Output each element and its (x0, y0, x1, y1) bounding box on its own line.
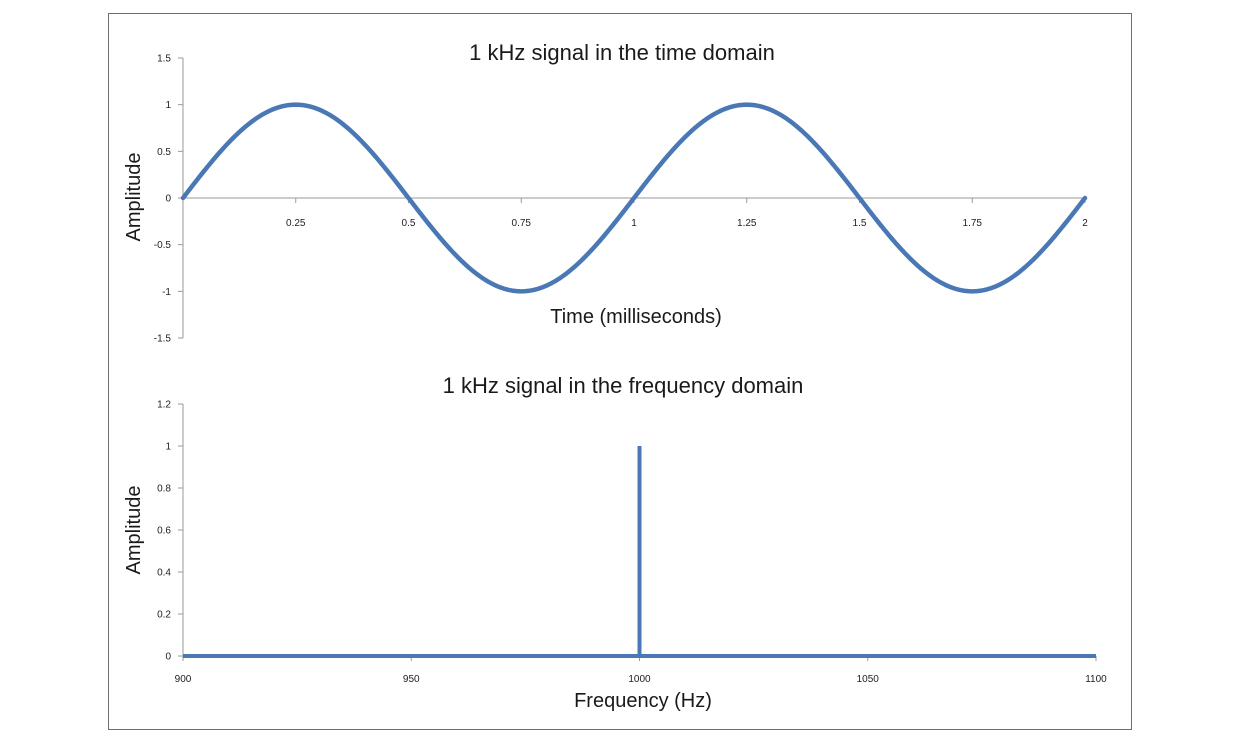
time-x-tick-label: 1.5 (853, 218, 867, 229)
freq-x-tick-label: 1050 (857, 674, 880, 685)
freq-x-tick-label: 1000 (628, 674, 651, 685)
time-y-tick-label: -1 (162, 287, 171, 298)
frequency-domain-chart: 1.2 1 0.8 0.6 0.4 0.2 0 900 950 1000 1050 1100 (157, 400, 1107, 686)
time-domain-chart: 1.5 1 0.5 0 -0.5 -1 -1.5 0.25 0.5 0.75 1 1.25 1.5 1.7… (154, 54, 1088, 345)
time-y-tick-label: 1 (165, 100, 171, 111)
time-chart-xlabel: Time (milliseconds) (550, 306, 722, 328)
time-y-tick-label: -1.5 (154, 334, 172, 345)
freq-y-tick-label: 0 (165, 652, 171, 663)
time-chart-title: 1 kHz signal in the time domain (469, 40, 775, 65)
freq-y-tick-label: 0.2 (157, 610, 171, 621)
time-series-line (180, 102, 1088, 294)
time-x-tick-label: 0.25 (286, 218, 306, 229)
time-x-tick-label: 1.25 (737, 218, 757, 229)
time-y-tick-label: 1.5 (157, 54, 171, 65)
freq-y-tick-label: 0.4 (157, 568, 171, 579)
freq-chart-ylabel: Amplitude (123, 486, 145, 575)
time-x-tick-label: 2 (1082, 218, 1088, 229)
freq-series-line (183, 446, 1096, 658)
freq-x-tick-label: 1100 (1085, 674, 1107, 685)
freq-y-tick-label: 1 (165, 442, 171, 453)
freq-y-tick-label: 0.6 (157, 526, 171, 537)
freq-x-tick-label: 950 (403, 674, 420, 685)
time-y-tick-label: 0.5 (157, 147, 171, 158)
time-x-tick-label: 0.5 (402, 218, 416, 229)
freq-y-tick-label: 0.8 (157, 484, 171, 495)
freq-chart-title: 1 kHz signal in the frequency domain (443, 373, 804, 398)
freq-x-tick-label: 900 (175, 674, 192, 685)
figure-frame (108, 13, 1132, 730)
time-y-tick-label: -0.5 (154, 240, 172, 251)
time-x-tick-label: 0.75 (512, 218, 532, 229)
freq-y-tick-label: 1.2 (157, 400, 171, 411)
time-y-tick-label: 0 (165, 194, 171, 205)
time-x-tick-label: 1.75 (963, 218, 983, 229)
time-chart-ylabel: Amplitude (123, 153, 145, 242)
time-x-tick-label: 1 (631, 218, 637, 229)
freq-chart-xlabel: Frequency (Hz) (574, 690, 712, 712)
